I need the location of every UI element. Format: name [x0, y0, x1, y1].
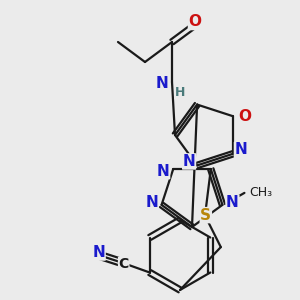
Text: O: O — [188, 14, 202, 29]
Text: N: N — [145, 195, 158, 210]
Text: N: N — [226, 195, 239, 210]
Text: N: N — [156, 76, 168, 92]
Text: N: N — [157, 164, 169, 178]
Text: N: N — [235, 142, 247, 157]
Text: CH₃: CH₃ — [249, 186, 272, 200]
Text: O: O — [238, 109, 251, 124]
Text: C: C — [118, 257, 129, 272]
Text: S: S — [200, 208, 211, 223]
Text: N: N — [183, 154, 196, 169]
Text: N: N — [92, 245, 105, 260]
Text: H: H — [175, 85, 185, 98]
